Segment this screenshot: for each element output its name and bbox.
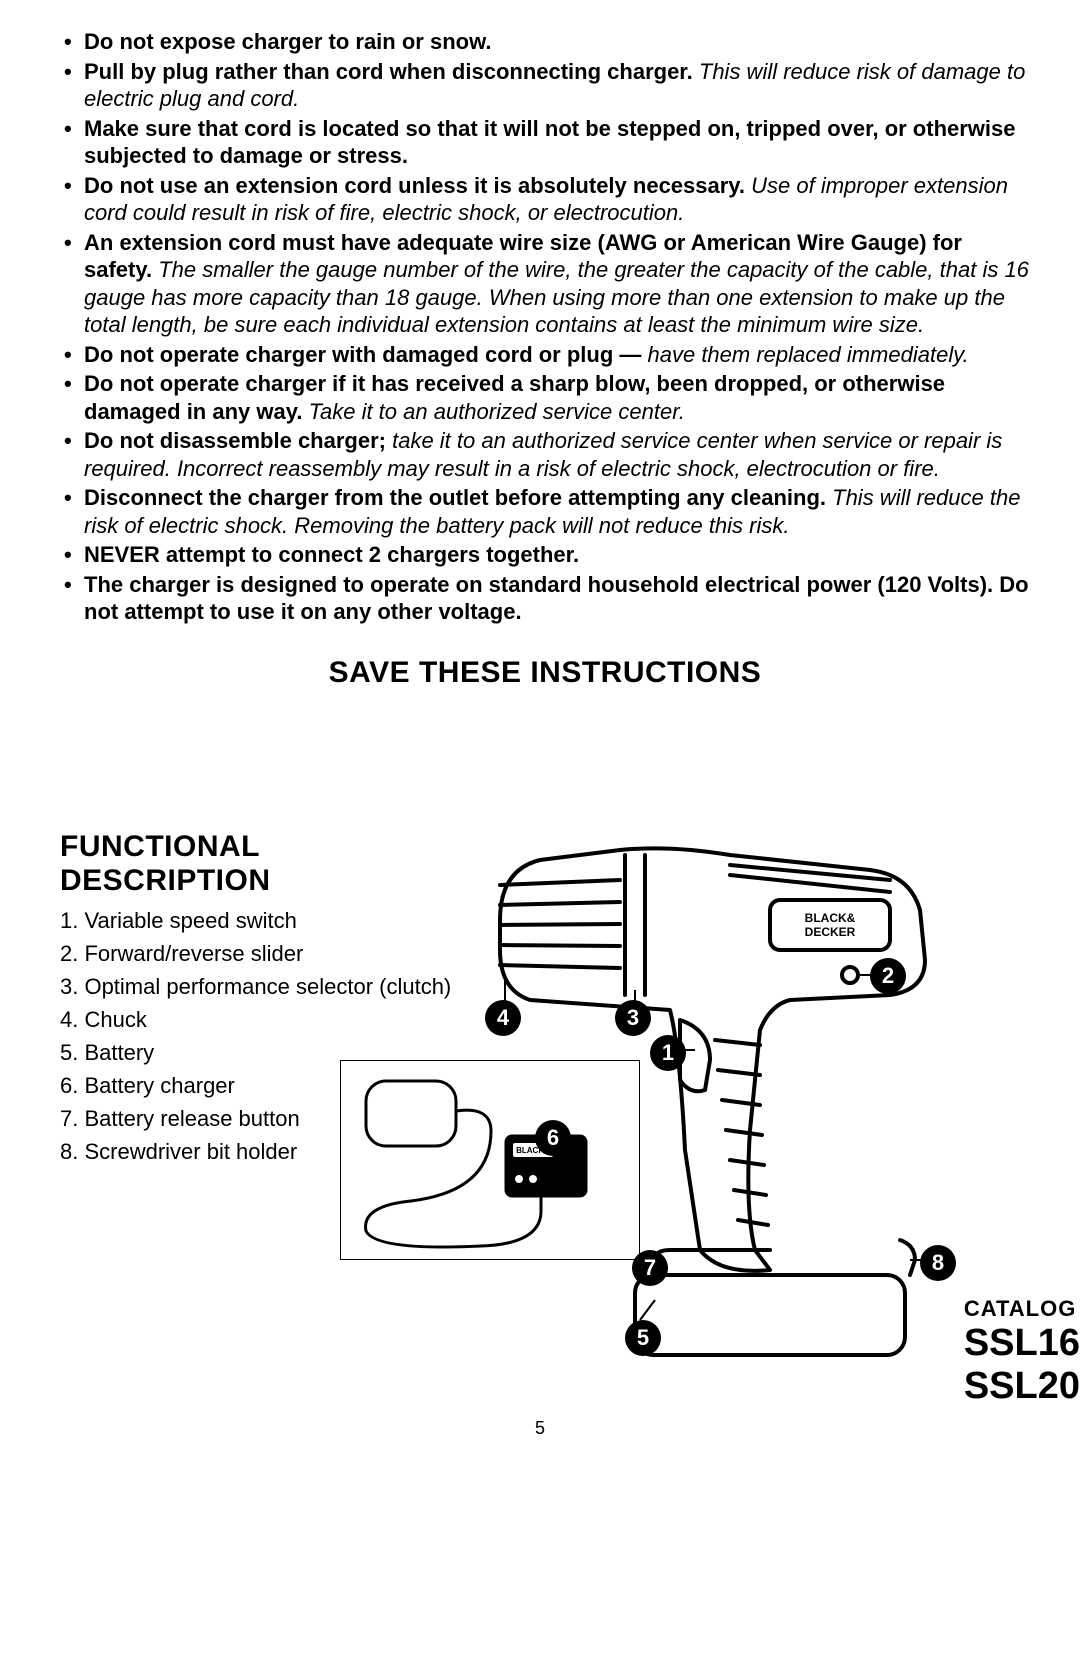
bullet-bold-text: Make sure that cord is located so that i… [84,116,1016,169]
callout-8: 8 [920,1245,956,1281]
bullet-item: Pull by plug rather than cord when disco… [60,58,1030,113]
bullet-item: Do not use an extension cord unless it i… [60,172,1030,227]
callout-5: 5 [625,1320,661,1356]
bullet-item: Do not expose charger to rain or snow. [60,28,1030,56]
save-instructions-heading: SAVE THESE INSTRUCTIONS [60,656,1030,690]
bullet-item: Do not disassemble charger; take it to a… [60,427,1030,482]
bullet-bold-text: Do not use an extension cord unless it i… [84,173,745,198]
callout-2: 2 [870,958,906,994]
functional-list-item: 3. Optimal performance selector (clutch) [60,970,470,1003]
bullet-bold-text: Do not disassemble charger; [84,428,386,453]
bullet-bold-text: Do not operate charger with damaged cord… [84,342,641,367]
callout-7: 7 [632,1250,668,1286]
bullet-bold-text: Pull by plug rather than cord when disco… [84,59,693,84]
charger-inset-box: BLACK& [340,1060,640,1260]
bullet-bold-text: NEVER attempt to connect 2 chargers toge… [84,542,579,567]
bullet-item: Do not operate charger with damaged cord… [60,341,1030,369]
catalog-label: CATALOG [964,1296,1080,1322]
diagram-area: BLACK& DECKER [470,830,1030,1410]
callout-1: 1 [650,1035,686,1071]
bullet-italic-text: Take it to an authorized service center. [302,399,684,424]
bullet-bold-text: The charger is designed to operate on st… [84,572,1029,625]
svg-text:BLACK&: BLACK& [805,911,856,925]
bullet-item: Make sure that cord is located so that i… [60,115,1030,170]
charger-diagram-icon: BLACK& [341,1061,641,1261]
svg-text:DECKER: DECKER [805,925,856,939]
callout-6: 6 [535,1120,571,1156]
functional-list-item: 1. Variable speed switch [60,904,470,937]
bullet-italic-text: have them replaced immediately. [641,342,968,367]
bullet-italic-text: The smaller the gauge number of the wire… [84,257,1029,337]
bullet-item: NEVER attempt to connect 2 chargers toge… [60,541,1030,569]
catalog-block: CATALOG SSL16 SSL20 [964,1296,1080,1409]
callout-4: 4 [485,1000,521,1036]
functional-list-item: 2. Forward/reverse slider [60,937,470,970]
functional-description-section: FUNCTIONAL DESCRIPTION 1. Variable speed… [60,830,1030,1410]
bullet-item: The charger is designed to operate on st… [60,571,1030,626]
page-number: 5 [535,1418,545,1439]
functional-list-item: 4. Chuck [60,1003,470,1036]
bullet-item: Disconnect the charger from the outlet b… [60,484,1030,539]
model-number-2: SSL20 [964,1365,1080,1409]
callout-3: 3 [615,1000,651,1036]
bullet-item: Do not operate charger if it has receive… [60,370,1030,425]
bullet-bold-text: Do not expose charger to rain or snow. [84,29,491,54]
bullet-bold-text: Disconnect the charger from the outlet b… [84,485,826,510]
functional-title: FUNCTIONAL DESCRIPTION [60,830,470,898]
model-number-1: SSL16 [964,1322,1080,1366]
bullet-item: An extension cord must have adequate wir… [60,229,1030,339]
safety-bullet-list: Do not expose charger to rain or snow. Pu… [60,28,1030,626]
